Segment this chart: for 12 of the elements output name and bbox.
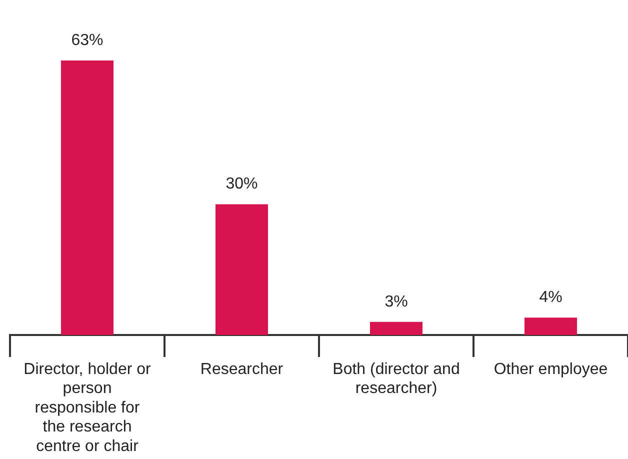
bar xyxy=(215,204,268,335)
bar xyxy=(60,60,114,335)
data-label: 3% xyxy=(384,293,408,310)
x-tick-label: Other employee xyxy=(494,361,608,378)
data-label: 4% xyxy=(539,288,562,306)
x-tick-label: Both (director and researcher) xyxy=(332,361,460,398)
data-label: 30% xyxy=(226,176,258,193)
x-tick-label: Researcher xyxy=(200,361,284,378)
x-tick-label: Director, holder or person responsible for the research centre or chair xyxy=(24,361,152,455)
bar xyxy=(524,318,578,335)
data-label: 63% xyxy=(71,32,104,49)
bar xyxy=(370,322,423,335)
